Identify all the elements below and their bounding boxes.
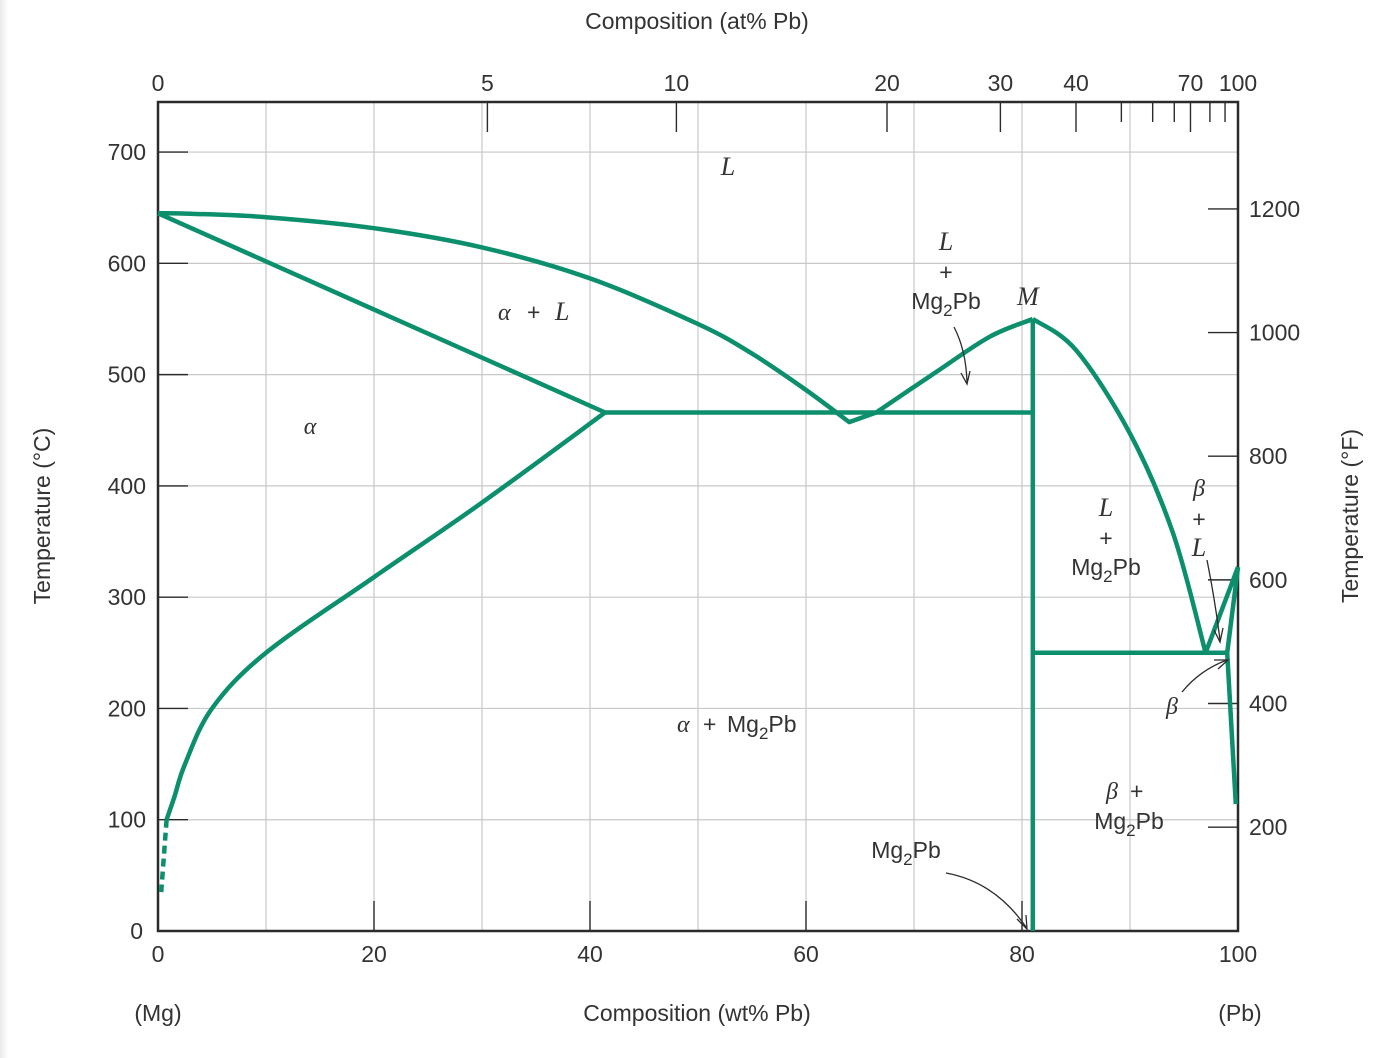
axis-ticks: [158, 102, 1238, 931]
boundary-liquidus-to-congruent-max: [874, 316, 1034, 415]
region-beta-l-plus: +: [1192, 506, 1205, 532]
arrow-beta-head: [1214, 659, 1230, 670]
region-beta-mg2pb-beta: β: [1105, 779, 1118, 805]
top-tick-label: 5: [481, 70, 494, 96]
top-axis-title: Composition (at% Pb): [585, 8, 809, 34]
left-tick-label: 600: [108, 250, 146, 276]
right-tick-label: 800: [1249, 443, 1287, 469]
pointer-arrows: [945, 326, 1230, 931]
page-edge-shadow: [0, 0, 8, 1058]
top-tick-label: 0: [152, 70, 165, 96]
region-alpha-mg2pb-alpha: α: [677, 712, 690, 738]
region-l-mg2pb-left-plus: +: [939, 259, 952, 285]
region-labels: L α + L α α + Mg2Pb L + Mg2Pb M L + Mg2P…: [304, 152, 1207, 869]
left-tick-label: 0: [130, 918, 143, 944]
region-l-mg2pb-left-compound: Mg2Pb: [911, 288, 981, 320]
right-tick-label: 200: [1249, 814, 1287, 840]
phase-boundaries: [157, 211, 1241, 931]
right-tick-label: 400: [1249, 691, 1287, 717]
region-alpha-l-alpha: α: [498, 300, 511, 326]
boundary-solvus-alpha-extrapolated: [158, 819, 169, 893]
region-beta-l-l: L: [1191, 533, 1206, 562]
bottom-axis-title: Composition (wt% Pb): [583, 1000, 811, 1026]
right-tick-label: 1200: [1249, 196, 1300, 222]
right-tick-label: 1000: [1249, 320, 1300, 346]
tick-labels: 0 20 40 60 80 1000100200300400500600700200400…: [108, 70, 1301, 967]
arrow-mg2pb-head: [1016, 914, 1028, 931]
right-tick-label: 600: [1249, 567, 1287, 593]
top-tick-label: 10: [664, 70, 690, 96]
arrow-beta-pointer: [1181, 659, 1228, 693]
congruent-point-m-label: M: [1016, 282, 1040, 311]
left-tick-label: 700: [108, 139, 146, 165]
right-axis-title: Temperature (°F): [1337, 429, 1363, 603]
left-tick-label: 300: [108, 584, 146, 610]
bottom-tick-label: 40: [577, 941, 603, 967]
region-l-mg2pb-left-l: L: [938, 227, 953, 256]
bottom-tick-label: 20: [361, 941, 387, 967]
region-beta-mg2pb-plus: +: [1130, 778, 1143, 804]
region-beta-l-beta: β: [1192, 476, 1205, 502]
region-alpha-l-plus: +: [527, 299, 540, 325]
bottom-tick-label: 100: [1219, 941, 1257, 967]
region-l-mg2pb-right-l: L: [1098, 493, 1113, 522]
plot-frame: [156, 100, 1240, 933]
region-alpha-l-l: L: [554, 297, 569, 326]
boundary-solidus-alpha: [157, 211, 607, 415]
region-beta-mg2pb-compound: Mg2Pb: [1094, 808, 1164, 840]
top-tick-label: 20: [874, 70, 900, 96]
arrow-l-mg2pb-pointer: [953, 326, 968, 383]
mg-end-label: (Mg): [134, 1000, 181, 1026]
bottom-tick-label: 0: [152, 941, 165, 967]
compound-mg2pb-label: Mg2Pb: [871, 837, 941, 869]
region-alpha-mg2pb-compound: Mg2Pb: [727, 711, 797, 743]
left-tick-label: 400: [108, 473, 146, 499]
boundary-liquidus-pb-side: [1031, 317, 1208, 654]
top-tick-label: 40: [1063, 70, 1089, 96]
arrow-mg2pb-pointer: [945, 872, 1027, 928]
boundary-solidus-beta: [1224, 566, 1241, 654]
pb-end-label: (Pb): [1218, 1000, 1261, 1026]
bottom-tick-label: 60: [793, 941, 819, 967]
bottom-tick-label: 80: [1009, 941, 1035, 967]
region-l-mg2pb-right-plus: +: [1099, 525, 1112, 551]
boundary-solvus-beta: [1224, 652, 1239, 805]
gridlines: [158, 102, 1238, 931]
left-tick-label: 200: [108, 695, 146, 721]
arrow-beta-l-pointer: [1206, 559, 1221, 641]
boundary-liquidus-pb-end: [1203, 566, 1241, 654]
left-tick-label: 100: [108, 807, 146, 833]
arrow-l-mg2pb-head: [960, 370, 971, 386]
region-beta-label: β: [1165, 694, 1178, 720]
left-tick-label: 500: [108, 362, 146, 388]
boundary-liquidus-mg-side: [157, 211, 877, 425]
left-axis-title: Temperature (°C): [29, 428, 55, 605]
arrow-beta-l-head: [1213, 627, 1224, 644]
top-tick-label: 100: [1219, 70, 1257, 96]
region-alpha-label: α: [304, 414, 317, 440]
top-tick-label: 70: [1178, 70, 1204, 96]
region-l-label: L: [720, 152, 735, 181]
region-l-mg2pb-right-compound: Mg2Pb: [1071, 554, 1141, 586]
boundary-solvus-alpha: [164, 410, 607, 821]
region-alpha-mg2pb-plus: +: [703, 711, 716, 737]
top-tick-label: 30: [988, 70, 1014, 96]
